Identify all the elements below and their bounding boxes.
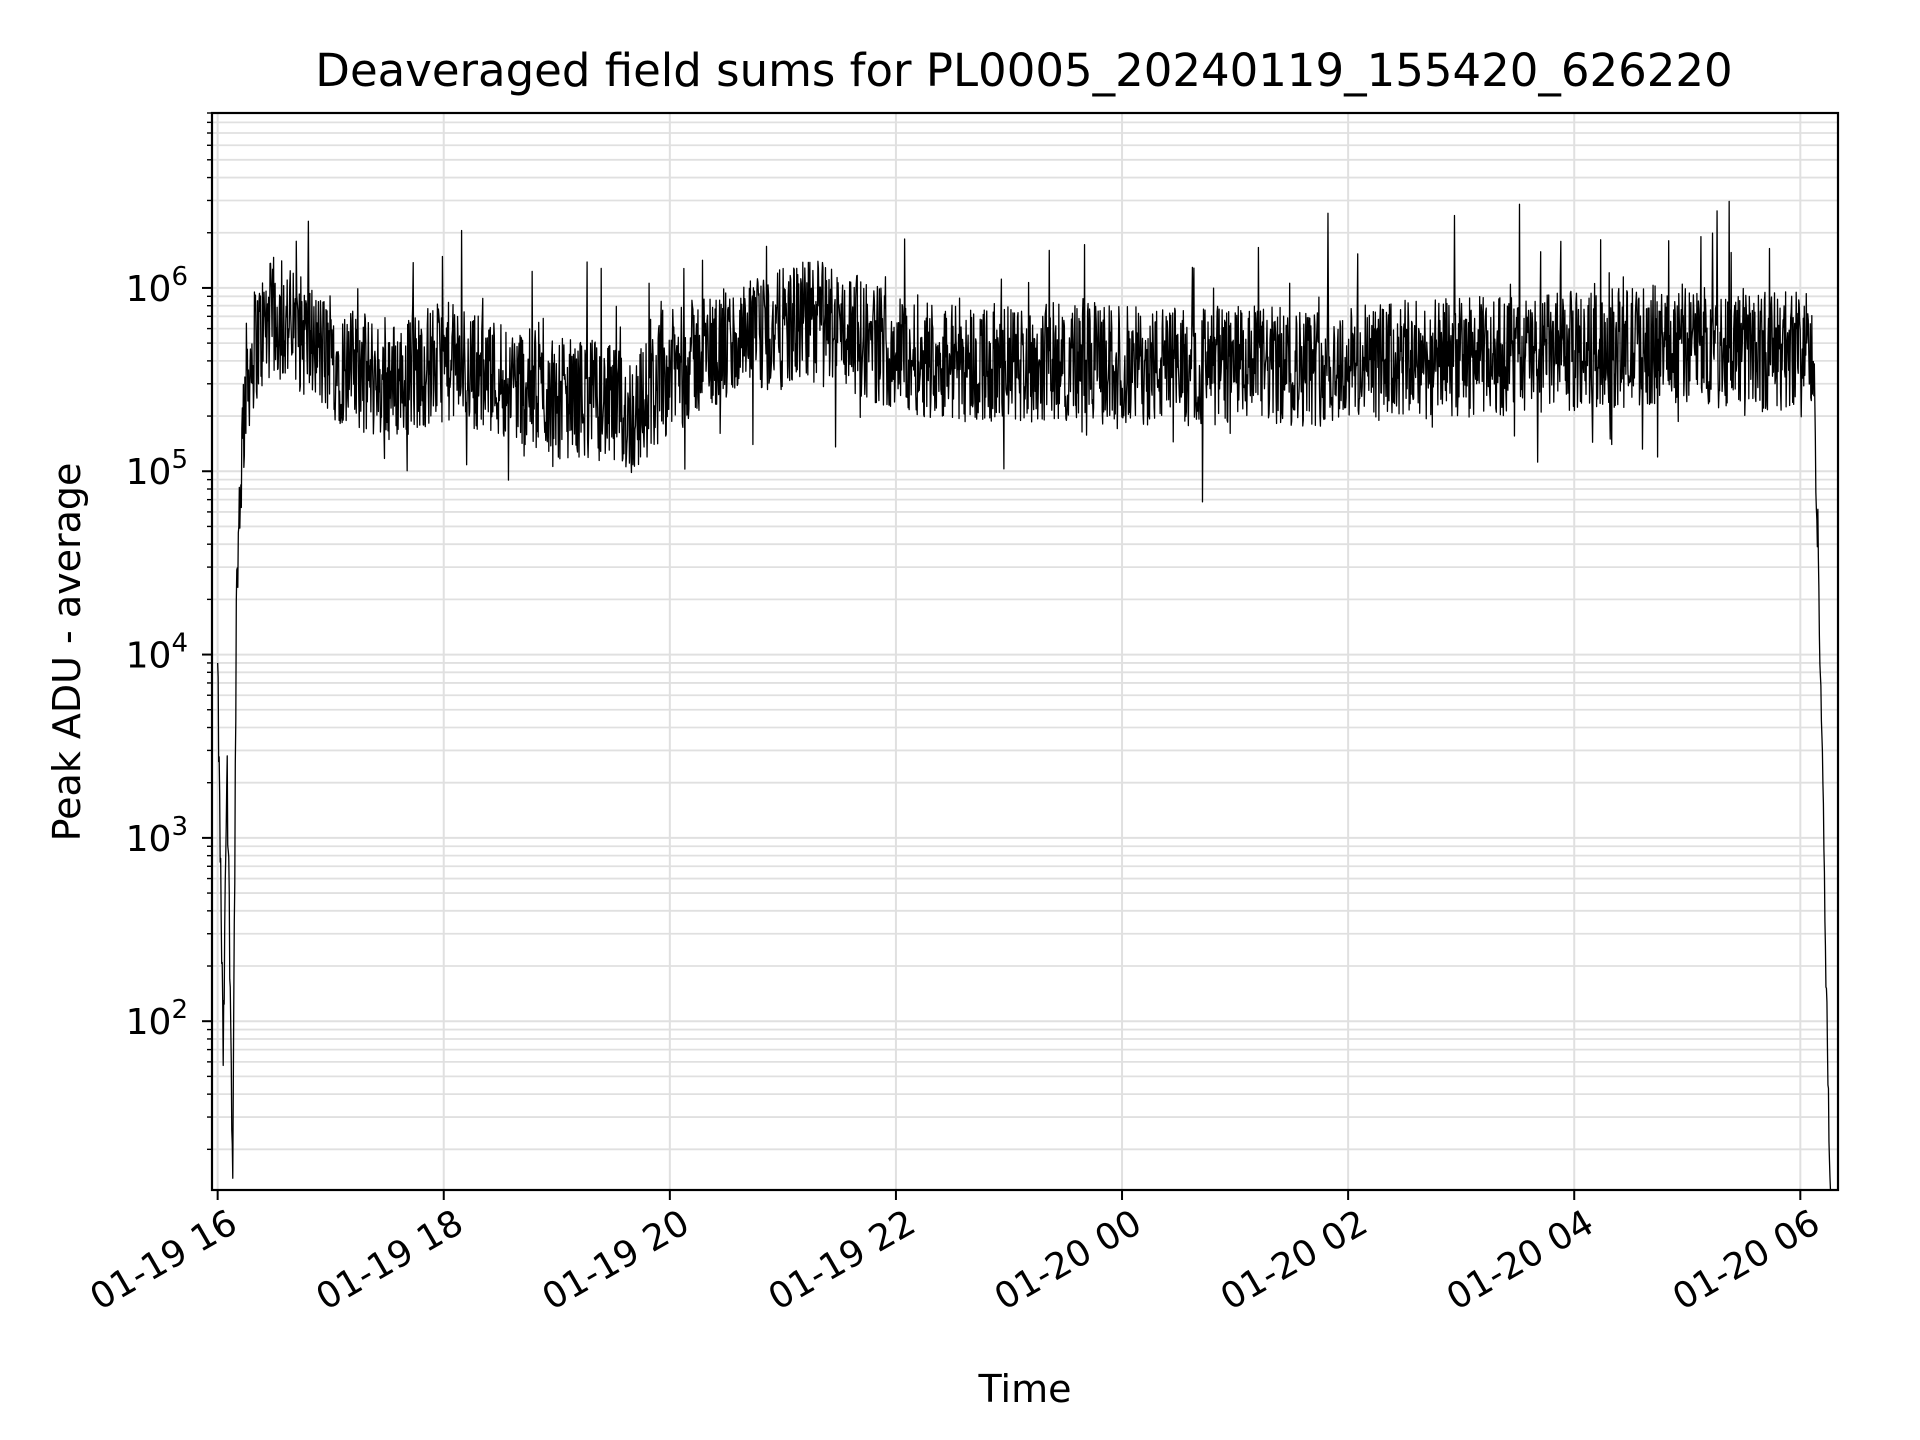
x-gridlines (216, 113, 1802, 1190)
y-tick-label: 105 (126, 445, 188, 493)
x-axis-label: Time (978, 1367, 1072, 1411)
y-tick-label: 103 (126, 812, 188, 860)
axes-frame (210, 111, 1840, 1192)
plot-area (217, 200, 1832, 1191)
y-axis-ticks: 102 103 104 105 106 (126, 112, 212, 1151)
series-line (217, 200, 1832, 1191)
series-group (217, 200, 1832, 1191)
chart-title: Deaveraged field sums for PL0005_2024011… (315, 44, 1732, 97)
y-axis-label: Peak ADU - average (45, 463, 89, 842)
y-tick-label: 104 (126, 629, 188, 677)
y-tick-label: 106 (126, 262, 188, 310)
y-tick-label: 102 (126, 995, 188, 1043)
